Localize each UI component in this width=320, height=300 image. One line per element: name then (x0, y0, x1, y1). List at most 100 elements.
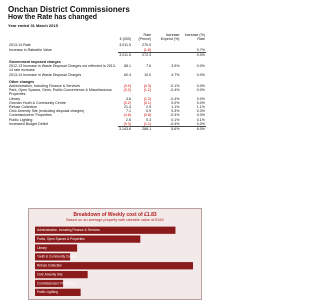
row-label: Onchan Youth & Community Centre (9, 100, 66, 105)
cell: 0.7% (196, 47, 205, 52)
cell (132, 57, 152, 64)
cell: (3.2) (123, 88, 131, 93)
period: Year ended 31 March 2015 (8, 23, 58, 28)
table-body: 2013-14 Rate 3,011.5 270.0 Increase in Rate… (8, 43, 206, 132)
table-row: 2013-14 Rate 3,011.5 270.0 (8, 43, 206, 47)
bar (35, 253, 71, 261)
cell: (1.1) (143, 121, 152, 126)
cell: -0.4% (170, 121, 180, 126)
table-row: Commissioners' Properties (4.8) (0.8) -0.3%… (8, 113, 206, 117)
chart-title: Breakdown of Weekly cost of £1.83 (73, 212, 157, 218)
cell: -0.1% (170, 84, 180, 89)
cell: 0.1% (171, 117, 180, 122)
table-row: Other changes (8, 77, 206, 84)
row-label: Library (9, 96, 20, 101)
table-row: 2013-14 Increase in Waste Disposal Charg… (8, 73, 206, 77)
cell: 272.3 (132, 51, 153, 58)
page: {"header": {"title": "Onchan District Co… (8, 5, 206, 300)
cell: 0.0% (196, 72, 205, 77)
cell: 7.6 (146, 64, 152, 69)
bar-label: Commissioners' Properties (37, 281, 75, 285)
cell: 270.0 (142, 43, 152, 48)
cell: 5.6% (152, 126, 181, 132)
cell: 3.9% (171, 64, 180, 69)
cell: 0.0% (196, 84, 205, 89)
table-row: 3,143.6 288.1 5.6% 6.0% (8, 126, 206, 132)
subtitle: How the Rate has changed (8, 14, 98, 21)
table-row: Public Lighting 2.6 0.3 0.1% 0.1% (8, 118, 206, 122)
cell: 6.0% (180, 126, 206, 132)
table-row: Refuse Collection 21.4 2.9 1.1% 1.1% (8, 105, 206, 109)
cell: 10.0 (144, 72, 152, 77)
column-header: Increase (%) Rate (184, 33, 205, 42)
column-header: £ (000) (119, 37, 131, 42)
cell: 0.0% (171, 100, 180, 105)
cell: (9.3) (123, 121, 131, 126)
row-label: Administration, including Finance & Serv… (9, 84, 80, 89)
cell: 0.1% (196, 117, 205, 122)
table-row: 2012-13 Increase in Waste Disposal Charg… (8, 64, 206, 72)
row-label: 2013-14 Rate (9, 43, 31, 48)
column-header: Increase Expend (%) (160, 33, 180, 42)
cell: (3.0) (123, 84, 131, 89)
row-label: Other changes (9, 79, 35, 84)
cell: 7.1 (126, 109, 131, 114)
bar-label: Parks, Open Spaces & Properties (37, 237, 85, 241)
row-label: Civic Amenity Site (excluding disposal c… (9, 109, 85, 114)
cell (132, 77, 152, 84)
cell: 4.7% (171, 72, 180, 77)
cell (152, 51, 181, 58)
row-label (8, 127, 118, 132)
cell: (1.2) (143, 88, 152, 93)
row-label: 2012-13 Increase in Waste Disposal Charg… (9, 64, 116, 73)
cell (118, 77, 132, 84)
cell: -0.4% (170, 96, 180, 101)
cell: (4.8) (123, 113, 131, 118)
bar (35, 226, 176, 234)
cell (152, 77, 180, 84)
cell: 0.0% (196, 88, 205, 93)
table-row: 3,011.5 272.3 0.0% (8, 51, 206, 58)
table-row: Onchan Youth & Community Centre (0.2) (0.1… (8, 101, 206, 105)
column-header: Rate (Pence) (138, 33, 152, 42)
bar-label: Library (37, 246, 47, 250)
bar-label: Youth & Community Centre (37, 255, 76, 259)
row-label: Public Lighting (9, 117, 33, 122)
table-row: Government imposed charges (8, 57, 206, 64)
table-row: Increase in Rateable Value (1.8) 0.7% (8, 48, 206, 53)
cell: -0.3% (170, 113, 180, 118)
row-label: Increased Budget Deficit (9, 121, 49, 126)
cell (181, 57, 207, 64)
rate-table: £ (000) Rate (Pence) Increase Expend (%) In… (8, 33, 206, 132)
bar-label: Refuse Collection (37, 264, 62, 268)
bar-label: Civic Amenity Site (37, 272, 63, 276)
bar (35, 262, 193, 270)
cell: (0.3) (143, 84, 152, 89)
header-row: £ (000) Rate (Pence) Increase Expend (%) In… (8, 33, 206, 43)
cell: 0.3 (146, 117, 152, 122)
table-row: Increased Budget Deficit (9.3) (1.1) -0.4% 0… (8, 122, 206, 127)
bar (35, 235, 141, 243)
row-label: Park, Open Spaces, Gens, Public Convenie… (9, 88, 112, 97)
cell: (0.1) (143, 100, 152, 105)
chart-panel: Breakdown of Weekly cost of £1.83 Based … (28, 208, 202, 300)
cell: 1.1% (171, 105, 180, 110)
cell: 1.1% (196, 105, 205, 110)
row-label: Commissioners' Properties (9, 113, 52, 118)
bar (35, 244, 78, 252)
cell: 0.3% (171, 109, 180, 114)
cell: 3,011.5 (119, 43, 131, 48)
chart-subtitle: Based on an average property with rateab… (66, 218, 164, 222)
cell (118, 57, 132, 64)
cell: 0.9 (146, 109, 152, 114)
cell: 2.6 (126, 117, 131, 122)
cell: 0.0% (180, 51, 206, 58)
cell: 60.4 (124, 72, 131, 77)
cell: -0.4% (170, 88, 180, 93)
cell: (1.2) (143, 96, 152, 101)
bar (35, 279, 64, 288)
table-row: Civic Amenity Site (excluding disposal c… (8, 109, 206, 113)
bar-label: Administration, including Finance & Serv… (37, 228, 100, 232)
bar-label: Public Lighting (37, 290, 58, 294)
cell: (0.2) (123, 100, 131, 105)
